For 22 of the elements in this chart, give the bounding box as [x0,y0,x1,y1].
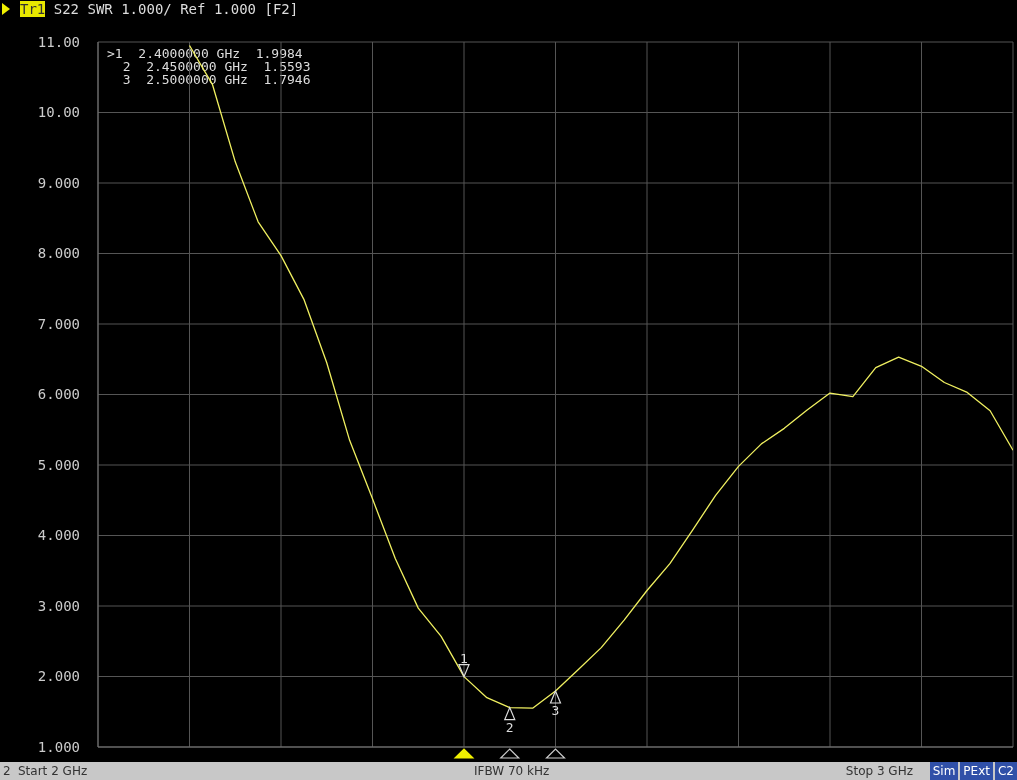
annotation: 3 [551,702,560,718]
text: C2 [994,762,1017,780]
y-tick-label: 4.000 [37,527,80,544]
annotation: 1 [460,650,468,666]
text: PExt [960,762,993,780]
annotation: 2 [505,719,514,735]
y-tick-label: 6.000 [37,386,80,403]
y-tick-label: 5.000 [37,456,80,473]
y-tick-label: 1.000 [37,738,80,755]
text: Stop 3 GHz [845,763,913,780]
chart-title: Tr1 S22 SWR 1.000/ Ref 1.000 [F2] [20,0,299,18]
y-tick-label: 2.000 [37,668,80,685]
text: 2 [3,763,11,780]
y-tick-label: 7.000 [37,315,80,332]
text: Sim [929,762,959,780]
y-tick-label: 9.000 [37,174,80,191]
y-tick-label: 8.000 [37,245,80,262]
y-tick-label: 3.000 [37,597,80,614]
text: IFBW 70 kHz [474,763,550,780]
y-tick-label: 11.00 [37,33,80,50]
y-tick-label: 10.00 [37,104,80,121]
text: Start 2 GHz [18,763,88,780]
